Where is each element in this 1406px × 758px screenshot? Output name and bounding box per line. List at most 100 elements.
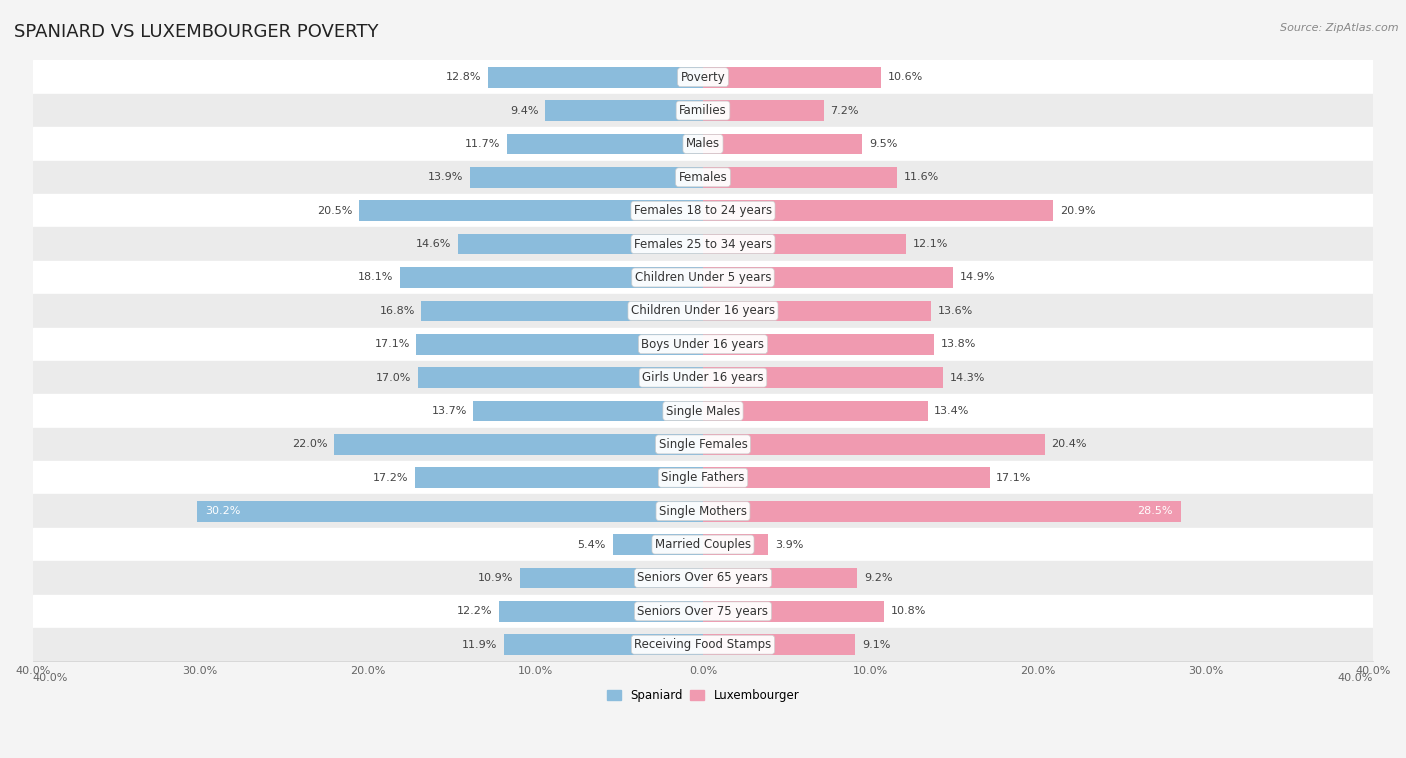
Text: 9.4%: 9.4%: [510, 105, 538, 115]
Text: 30.2%: 30.2%: [205, 506, 240, 516]
Text: 17.1%: 17.1%: [997, 473, 1032, 483]
Bar: [703, 601, 884, 622]
Text: 20.9%: 20.9%: [1060, 205, 1095, 216]
Text: Poverty: Poverty: [681, 70, 725, 83]
Text: 10.6%: 10.6%: [887, 72, 922, 82]
Text: 12.8%: 12.8%: [446, 72, 482, 82]
Bar: [703, 434, 1045, 455]
Text: 11.6%: 11.6%: [904, 172, 939, 183]
Bar: [32, 494, 1374, 528]
Text: Single Fathers: Single Fathers: [661, 471, 745, 484]
Bar: [32, 361, 1374, 394]
Bar: [703, 334, 934, 355]
Bar: [416, 334, 703, 355]
Bar: [32, 594, 1374, 628]
Bar: [703, 568, 858, 588]
Bar: [703, 468, 990, 488]
Text: 17.1%: 17.1%: [374, 340, 409, 349]
Text: 12.1%: 12.1%: [912, 239, 948, 249]
Bar: [32, 327, 1374, 361]
Bar: [703, 133, 862, 155]
Bar: [508, 133, 703, 155]
Text: 40.0%: 40.0%: [1339, 673, 1374, 683]
Text: SPANIARD VS LUXEMBOURGER POVERTY: SPANIARD VS LUXEMBOURGER POVERTY: [14, 23, 378, 41]
Bar: [703, 534, 768, 555]
Bar: [703, 501, 1181, 522]
Text: Families: Families: [679, 104, 727, 117]
Text: 14.9%: 14.9%: [959, 272, 995, 283]
Text: 13.8%: 13.8%: [941, 340, 976, 349]
Bar: [703, 233, 905, 255]
Text: 9.2%: 9.2%: [863, 573, 893, 583]
Text: 14.6%: 14.6%: [416, 239, 451, 249]
Text: 16.8%: 16.8%: [380, 306, 415, 316]
Bar: [499, 601, 703, 622]
Text: Children Under 16 years: Children Under 16 years: [631, 305, 775, 318]
Bar: [335, 434, 703, 455]
Bar: [703, 67, 880, 87]
Text: Girls Under 16 years: Girls Under 16 years: [643, 371, 763, 384]
Text: 40.0%: 40.0%: [32, 673, 67, 683]
Bar: [360, 200, 703, 221]
Bar: [470, 167, 703, 188]
Bar: [32, 61, 1374, 94]
Text: Females 18 to 24 years: Females 18 to 24 years: [634, 204, 772, 218]
Bar: [703, 368, 942, 388]
Legend: Spaniard, Luxembourger: Spaniard, Luxembourger: [602, 684, 804, 706]
Text: 13.4%: 13.4%: [934, 406, 970, 416]
Bar: [703, 634, 855, 655]
Text: 13.6%: 13.6%: [938, 306, 973, 316]
Bar: [32, 127, 1374, 161]
Text: 11.9%: 11.9%: [461, 640, 496, 650]
Text: 14.3%: 14.3%: [949, 373, 984, 383]
Bar: [546, 100, 703, 121]
Text: 9.1%: 9.1%: [862, 640, 890, 650]
Text: 17.0%: 17.0%: [375, 373, 412, 383]
Text: Seniors Over 65 years: Seniors Over 65 years: [637, 572, 769, 584]
Text: Single Males: Single Males: [666, 405, 740, 418]
Text: Receiving Food Stamps: Receiving Food Stamps: [634, 638, 772, 651]
Bar: [32, 528, 1374, 561]
Text: Source: ZipAtlas.com: Source: ZipAtlas.com: [1281, 23, 1399, 33]
Text: Married Couples: Married Couples: [655, 538, 751, 551]
Bar: [399, 267, 703, 288]
Bar: [32, 561, 1374, 594]
Text: 20.5%: 20.5%: [318, 205, 353, 216]
Bar: [703, 267, 953, 288]
Text: Males: Males: [686, 137, 720, 150]
Text: Single Females: Single Females: [658, 438, 748, 451]
Text: Children Under 5 years: Children Under 5 years: [634, 271, 772, 284]
Bar: [197, 501, 703, 522]
Text: 28.5%: 28.5%: [1136, 506, 1173, 516]
Text: 5.4%: 5.4%: [578, 540, 606, 550]
Text: 11.7%: 11.7%: [465, 139, 501, 149]
Bar: [613, 534, 703, 555]
Bar: [458, 233, 703, 255]
Bar: [703, 100, 824, 121]
Bar: [703, 167, 897, 188]
Bar: [703, 300, 931, 321]
Bar: [418, 368, 703, 388]
Text: 22.0%: 22.0%: [292, 440, 328, 449]
Text: 17.2%: 17.2%: [373, 473, 408, 483]
Bar: [32, 294, 1374, 327]
Bar: [32, 227, 1374, 261]
Bar: [703, 200, 1053, 221]
Bar: [32, 628, 1374, 662]
Bar: [32, 161, 1374, 194]
Bar: [474, 401, 703, 421]
Text: 10.9%: 10.9%: [478, 573, 513, 583]
Bar: [520, 568, 703, 588]
Text: 9.5%: 9.5%: [869, 139, 897, 149]
Text: 12.2%: 12.2%: [457, 606, 492, 616]
Text: 18.1%: 18.1%: [357, 272, 394, 283]
Bar: [32, 261, 1374, 294]
Text: Single Mothers: Single Mothers: [659, 505, 747, 518]
Text: 20.4%: 20.4%: [1052, 440, 1087, 449]
Bar: [32, 194, 1374, 227]
Text: Seniors Over 75 years: Seniors Over 75 years: [637, 605, 769, 618]
Text: 7.2%: 7.2%: [831, 105, 859, 115]
Text: 3.9%: 3.9%: [775, 540, 803, 550]
Text: 13.7%: 13.7%: [432, 406, 467, 416]
Text: Females: Females: [679, 171, 727, 184]
